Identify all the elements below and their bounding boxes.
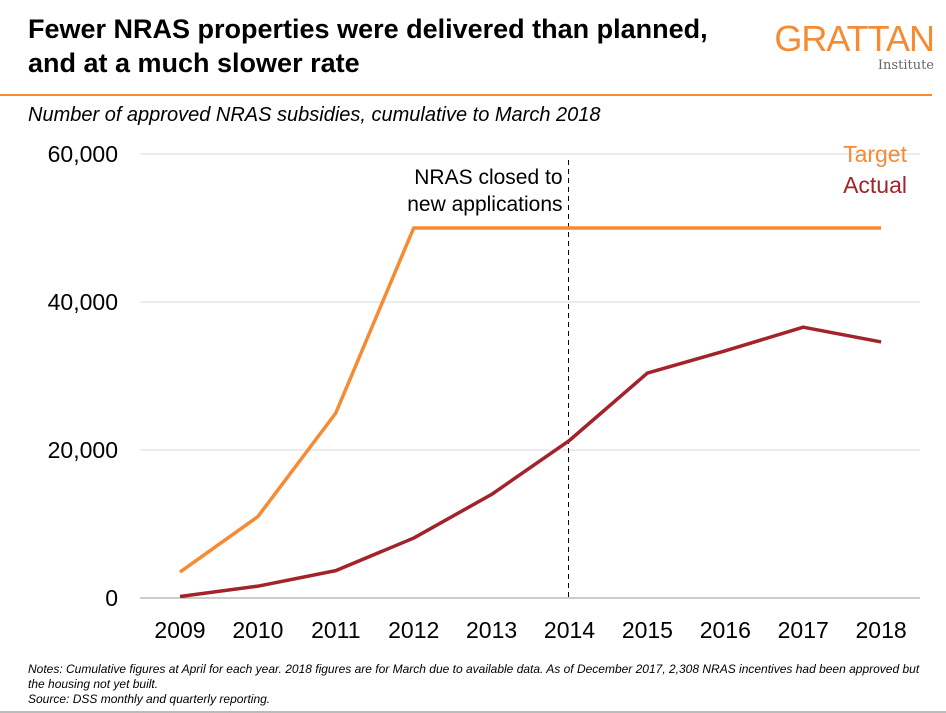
chart-notes: Notes: Cumulative figures at April for e… (28, 662, 928, 707)
annotation-text-line2: new applications (407, 193, 562, 216)
x-tick-label: 2017 (778, 617, 829, 643)
y-tick-label: 20,000 (48, 437, 118, 463)
legend-actual: Actual (843, 172, 907, 198)
annotation-text-line1: NRAS closed to (414, 166, 562, 189)
x-tick-label: 2012 (388, 617, 439, 643)
source-text: Source: DSS monthly and quarterly report… (28, 692, 271, 706)
x-tick-label: 2010 (232, 617, 283, 643)
footer-divider (0, 711, 946, 713)
y-tick-label: 60,000 (48, 141, 118, 167)
x-tick-label: 2009 (154, 617, 205, 643)
series-line-actual (179, 325, 882, 599)
logo-sub: Institute (877, 58, 934, 73)
series-line-target (178, 226, 882, 574)
x-tick-label: 2015 (622, 617, 673, 643)
x-tick-label: 2013 (466, 617, 517, 643)
chart-subtitle: Number of approved NRAS subsidies, cumul… (28, 104, 601, 126)
logo-main: GRATTAN (774, 18, 935, 59)
x-tick-label: 2011 (311, 617, 360, 643)
y-tick-label: 40,000 (48, 289, 118, 315)
title-divider (0, 94, 932, 96)
x-tick-label: 2014 (544, 617, 595, 643)
x-tick-label: 2018 (856, 617, 907, 643)
page-title: Fewer NRAS properties were delivered tha… (28, 14, 708, 78)
x-tick-label: 2016 (700, 617, 751, 643)
y-tick-label: 0 (105, 585, 118, 611)
legend-target: Target (843, 141, 908, 167)
notes-text: Notes: Cumulative figures at April for e… (28, 662, 920, 691)
grattan-logo: GRATTAN Institute (762, 18, 935, 74)
